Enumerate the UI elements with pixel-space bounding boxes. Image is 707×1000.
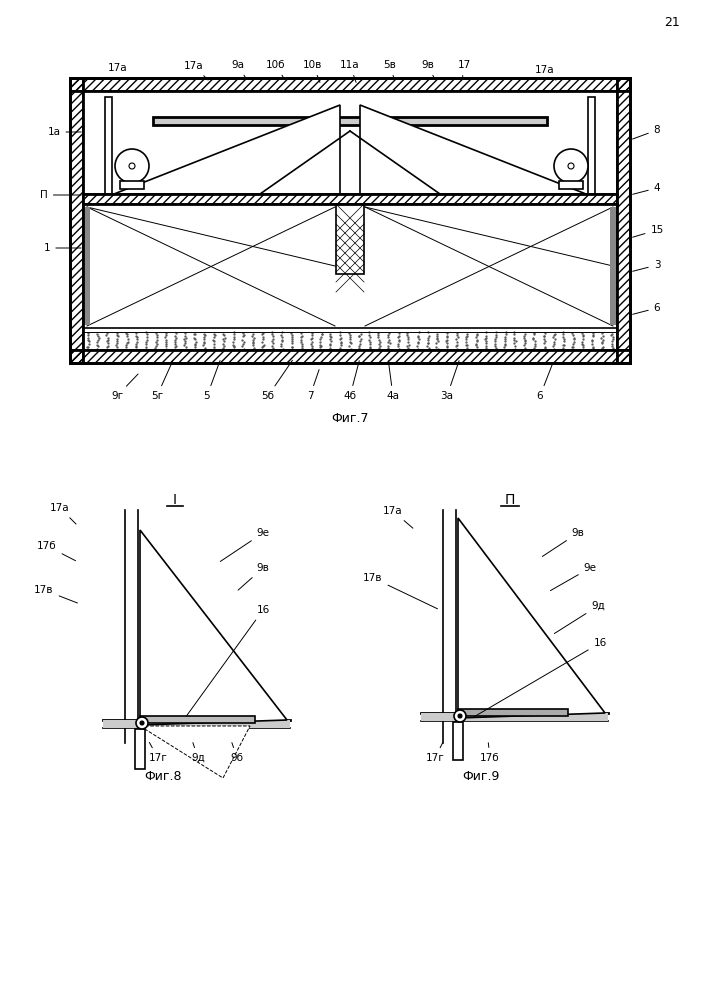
Text: 17в: 17в xyxy=(363,573,438,609)
Bar xyxy=(453,722,463,760)
Bar xyxy=(84,207,90,325)
Text: 17а: 17а xyxy=(383,506,413,528)
Text: 17: 17 xyxy=(457,60,471,79)
Text: 3: 3 xyxy=(633,260,660,271)
Bar xyxy=(336,204,364,274)
Text: 11а: 11а xyxy=(340,60,360,82)
Text: 4а: 4а xyxy=(387,361,399,401)
Polygon shape xyxy=(360,105,586,194)
Circle shape xyxy=(115,149,149,183)
Text: 5б: 5б xyxy=(262,360,293,401)
Text: 1: 1 xyxy=(44,243,81,253)
Circle shape xyxy=(136,717,148,729)
Polygon shape xyxy=(150,553,279,724)
Bar xyxy=(610,207,616,325)
Polygon shape xyxy=(458,518,605,718)
Text: 5г: 5г xyxy=(151,361,173,401)
Text: 16: 16 xyxy=(187,605,269,716)
Text: 17б: 17б xyxy=(480,743,500,763)
Text: 17а: 17а xyxy=(185,61,208,80)
Bar xyxy=(103,720,290,728)
Text: 16: 16 xyxy=(474,638,607,717)
Circle shape xyxy=(554,149,588,183)
Text: 17в: 17в xyxy=(34,585,77,603)
Bar xyxy=(70,350,630,363)
Bar xyxy=(120,181,144,189)
Text: П: П xyxy=(40,190,81,200)
Text: 10б: 10б xyxy=(267,60,286,80)
Text: 5в: 5в xyxy=(384,60,397,79)
Text: 3а: 3а xyxy=(440,361,459,401)
Text: 9в: 9в xyxy=(238,563,269,590)
Polygon shape xyxy=(140,726,250,778)
Text: Фиг.7: Фиг.7 xyxy=(332,412,369,424)
Bar xyxy=(140,716,255,723)
Text: 6: 6 xyxy=(633,303,660,314)
Text: 9б: 9б xyxy=(230,743,243,763)
Text: 1а: 1а xyxy=(47,127,81,137)
Text: 15: 15 xyxy=(633,225,664,237)
Text: 7: 7 xyxy=(307,370,319,401)
Bar xyxy=(83,91,617,350)
Polygon shape xyxy=(468,550,595,717)
Bar xyxy=(588,97,595,194)
Text: I: I xyxy=(173,493,177,507)
Text: 17а: 17а xyxy=(103,63,128,80)
Bar xyxy=(458,709,568,716)
Circle shape xyxy=(454,710,466,722)
Text: 8: 8 xyxy=(633,125,660,139)
Text: 9г: 9г xyxy=(111,374,138,401)
Text: Фиг.8: Фиг.8 xyxy=(144,770,182,782)
Bar xyxy=(83,194,617,204)
Text: Фиг.9: Фиг.9 xyxy=(462,770,500,782)
Text: 21: 21 xyxy=(664,15,680,28)
Bar xyxy=(70,78,630,91)
Circle shape xyxy=(568,163,574,169)
Text: 9д: 9д xyxy=(554,601,605,634)
Text: 9е: 9е xyxy=(221,528,269,561)
Bar xyxy=(617,78,630,363)
Bar xyxy=(559,181,583,189)
Text: 5: 5 xyxy=(204,361,220,401)
Text: 17б: 17б xyxy=(37,541,76,561)
Text: 4: 4 xyxy=(633,183,660,194)
Text: 17г: 17г xyxy=(426,742,445,763)
Text: 6: 6 xyxy=(537,363,553,401)
Text: 9е: 9е xyxy=(551,563,597,591)
Text: 9в: 9в xyxy=(542,528,585,556)
Bar xyxy=(105,97,112,194)
Text: 9а: 9а xyxy=(231,60,247,80)
Bar xyxy=(70,78,630,363)
Text: 4б: 4б xyxy=(344,361,359,401)
Bar xyxy=(70,78,83,363)
Text: 9д: 9д xyxy=(191,743,205,763)
Text: 17а: 17а xyxy=(50,503,76,524)
Circle shape xyxy=(140,721,144,725)
Text: 10в: 10в xyxy=(303,60,322,82)
Polygon shape xyxy=(140,530,287,725)
Circle shape xyxy=(458,714,462,718)
Circle shape xyxy=(129,163,135,169)
Bar xyxy=(135,729,145,769)
Text: П: П xyxy=(505,493,515,507)
Bar xyxy=(421,713,608,721)
Text: 17г: 17г xyxy=(148,742,168,763)
Text: 17а: 17а xyxy=(535,65,556,80)
Bar xyxy=(153,117,547,125)
Polygon shape xyxy=(114,105,340,194)
Text: 9в: 9в xyxy=(421,60,435,79)
